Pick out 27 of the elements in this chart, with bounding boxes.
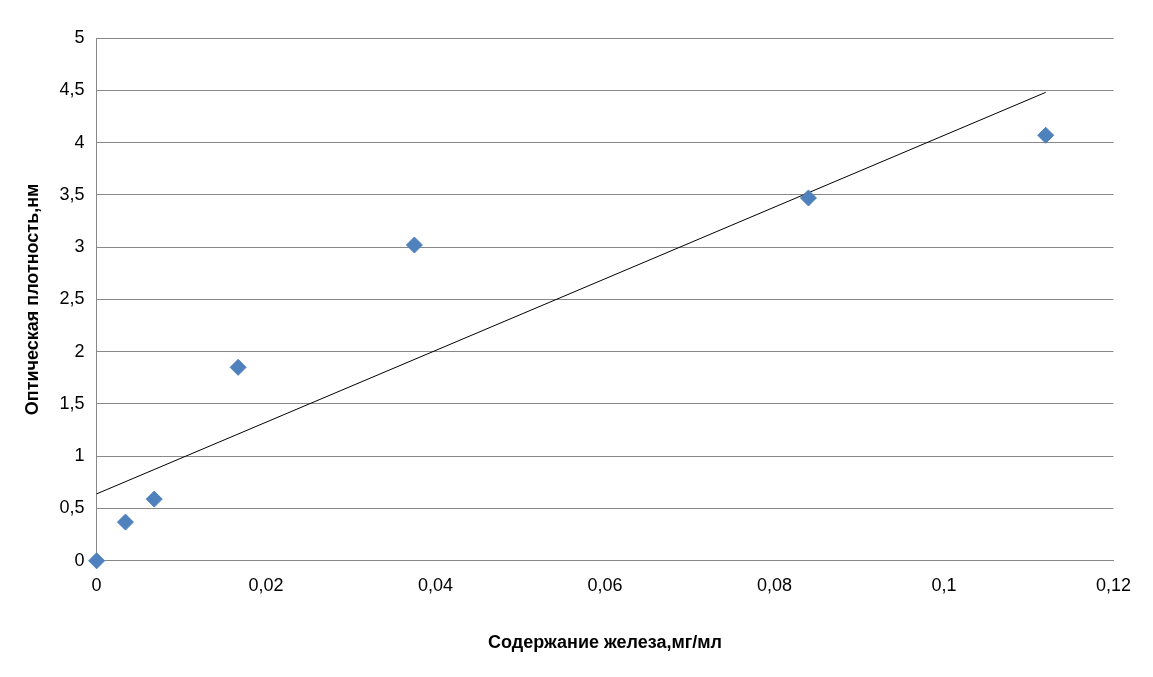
- y-tick-label: 1,5: [59, 392, 85, 413]
- y-tick-label: 5: [74, 26, 85, 47]
- y-axis-title: Оптическая плотность,нм: [21, 183, 42, 416]
- point: [405, 236, 423, 254]
- y-tick-label: 0,5: [59, 497, 85, 518]
- x-tick-label: 0,06: [587, 574, 623, 595]
- y-tick-label: 1: [74, 445, 85, 466]
- point: [799, 189, 817, 207]
- x-tick-label: 0: [91, 574, 102, 595]
- x-tick-label: 0,08: [757, 574, 793, 595]
- point: [1037, 126, 1055, 144]
- y-tick-label: 0: [74, 549, 85, 570]
- x-axis-title: Содержание железа,мг/мл: [488, 632, 723, 653]
- x-tick-label: 0,12: [1095, 574, 1132, 595]
- x-tick-label: 0,1: [931, 574, 957, 595]
- x-tick-label: 0,04: [418, 574, 454, 595]
- point: [145, 490, 163, 508]
- y-tick-label: 3: [74, 236, 85, 257]
- y-tick-label: 2,5: [59, 288, 85, 309]
- point: [229, 358, 247, 376]
- y-tick-label: 3,5: [59, 183, 85, 204]
- y-tick-label: 2: [74, 340, 85, 361]
- y-tick-label: 4,5: [59, 79, 85, 100]
- x-tick-label: 0,02: [248, 574, 284, 595]
- y-tick-label: 4: [74, 131, 85, 152]
- point: [88, 552, 106, 570]
- point: [116, 513, 134, 531]
